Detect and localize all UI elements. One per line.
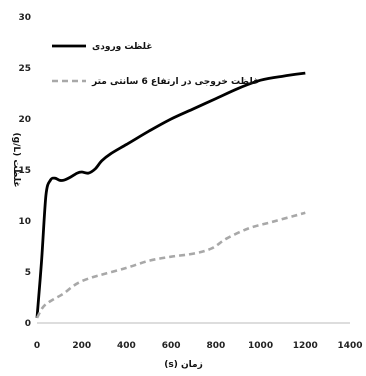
x-tick-label: 800	[206, 341, 225, 351]
legend-label-outlet: غلظت خروجی در ارتفاع 6 سانتی متر	[91, 77, 259, 87]
x-tick-label: 600	[162, 341, 181, 351]
y-tick-label: 30	[18, 13, 31, 23]
y-tick-label: 15	[18, 166, 31, 176]
y-axis-ticks: 0 5 10 15 20 25 30	[18, 13, 31, 329]
x-tick-label: 200	[72, 341, 91, 351]
x-tick-label: 1200	[293, 341, 318, 351]
legend: غلظت ورودی غلظت خروجی در ارتفاع 6 سانتی …	[52, 42, 259, 87]
legend-label-inlet: غلظت ورودی	[92, 42, 153, 52]
x-tick-label: 1000	[248, 341, 273, 351]
y-tick-label: 5	[25, 268, 31, 278]
series-line-inlet	[35, 71, 306, 319]
y-axis-title: غلظت (g/L)	[11, 133, 21, 188]
series-line-outlet	[35, 211, 306, 319]
x-axis-ticks: 0 200 400 600 800 1000 1200 1400	[34, 341, 363, 351]
x-tick-label: 0	[34, 341, 40, 351]
x-tick-label: 1400	[337, 341, 362, 351]
x-tick-label: 400	[117, 341, 136, 351]
y-tick-label: 10	[18, 217, 31, 227]
y-tick-label: 0	[25, 319, 31, 329]
y-tick-label: 25	[18, 64, 31, 74]
x-axis-title: زمان (s)	[164, 360, 203, 370]
y-tick-label: 20	[18, 115, 31, 125]
